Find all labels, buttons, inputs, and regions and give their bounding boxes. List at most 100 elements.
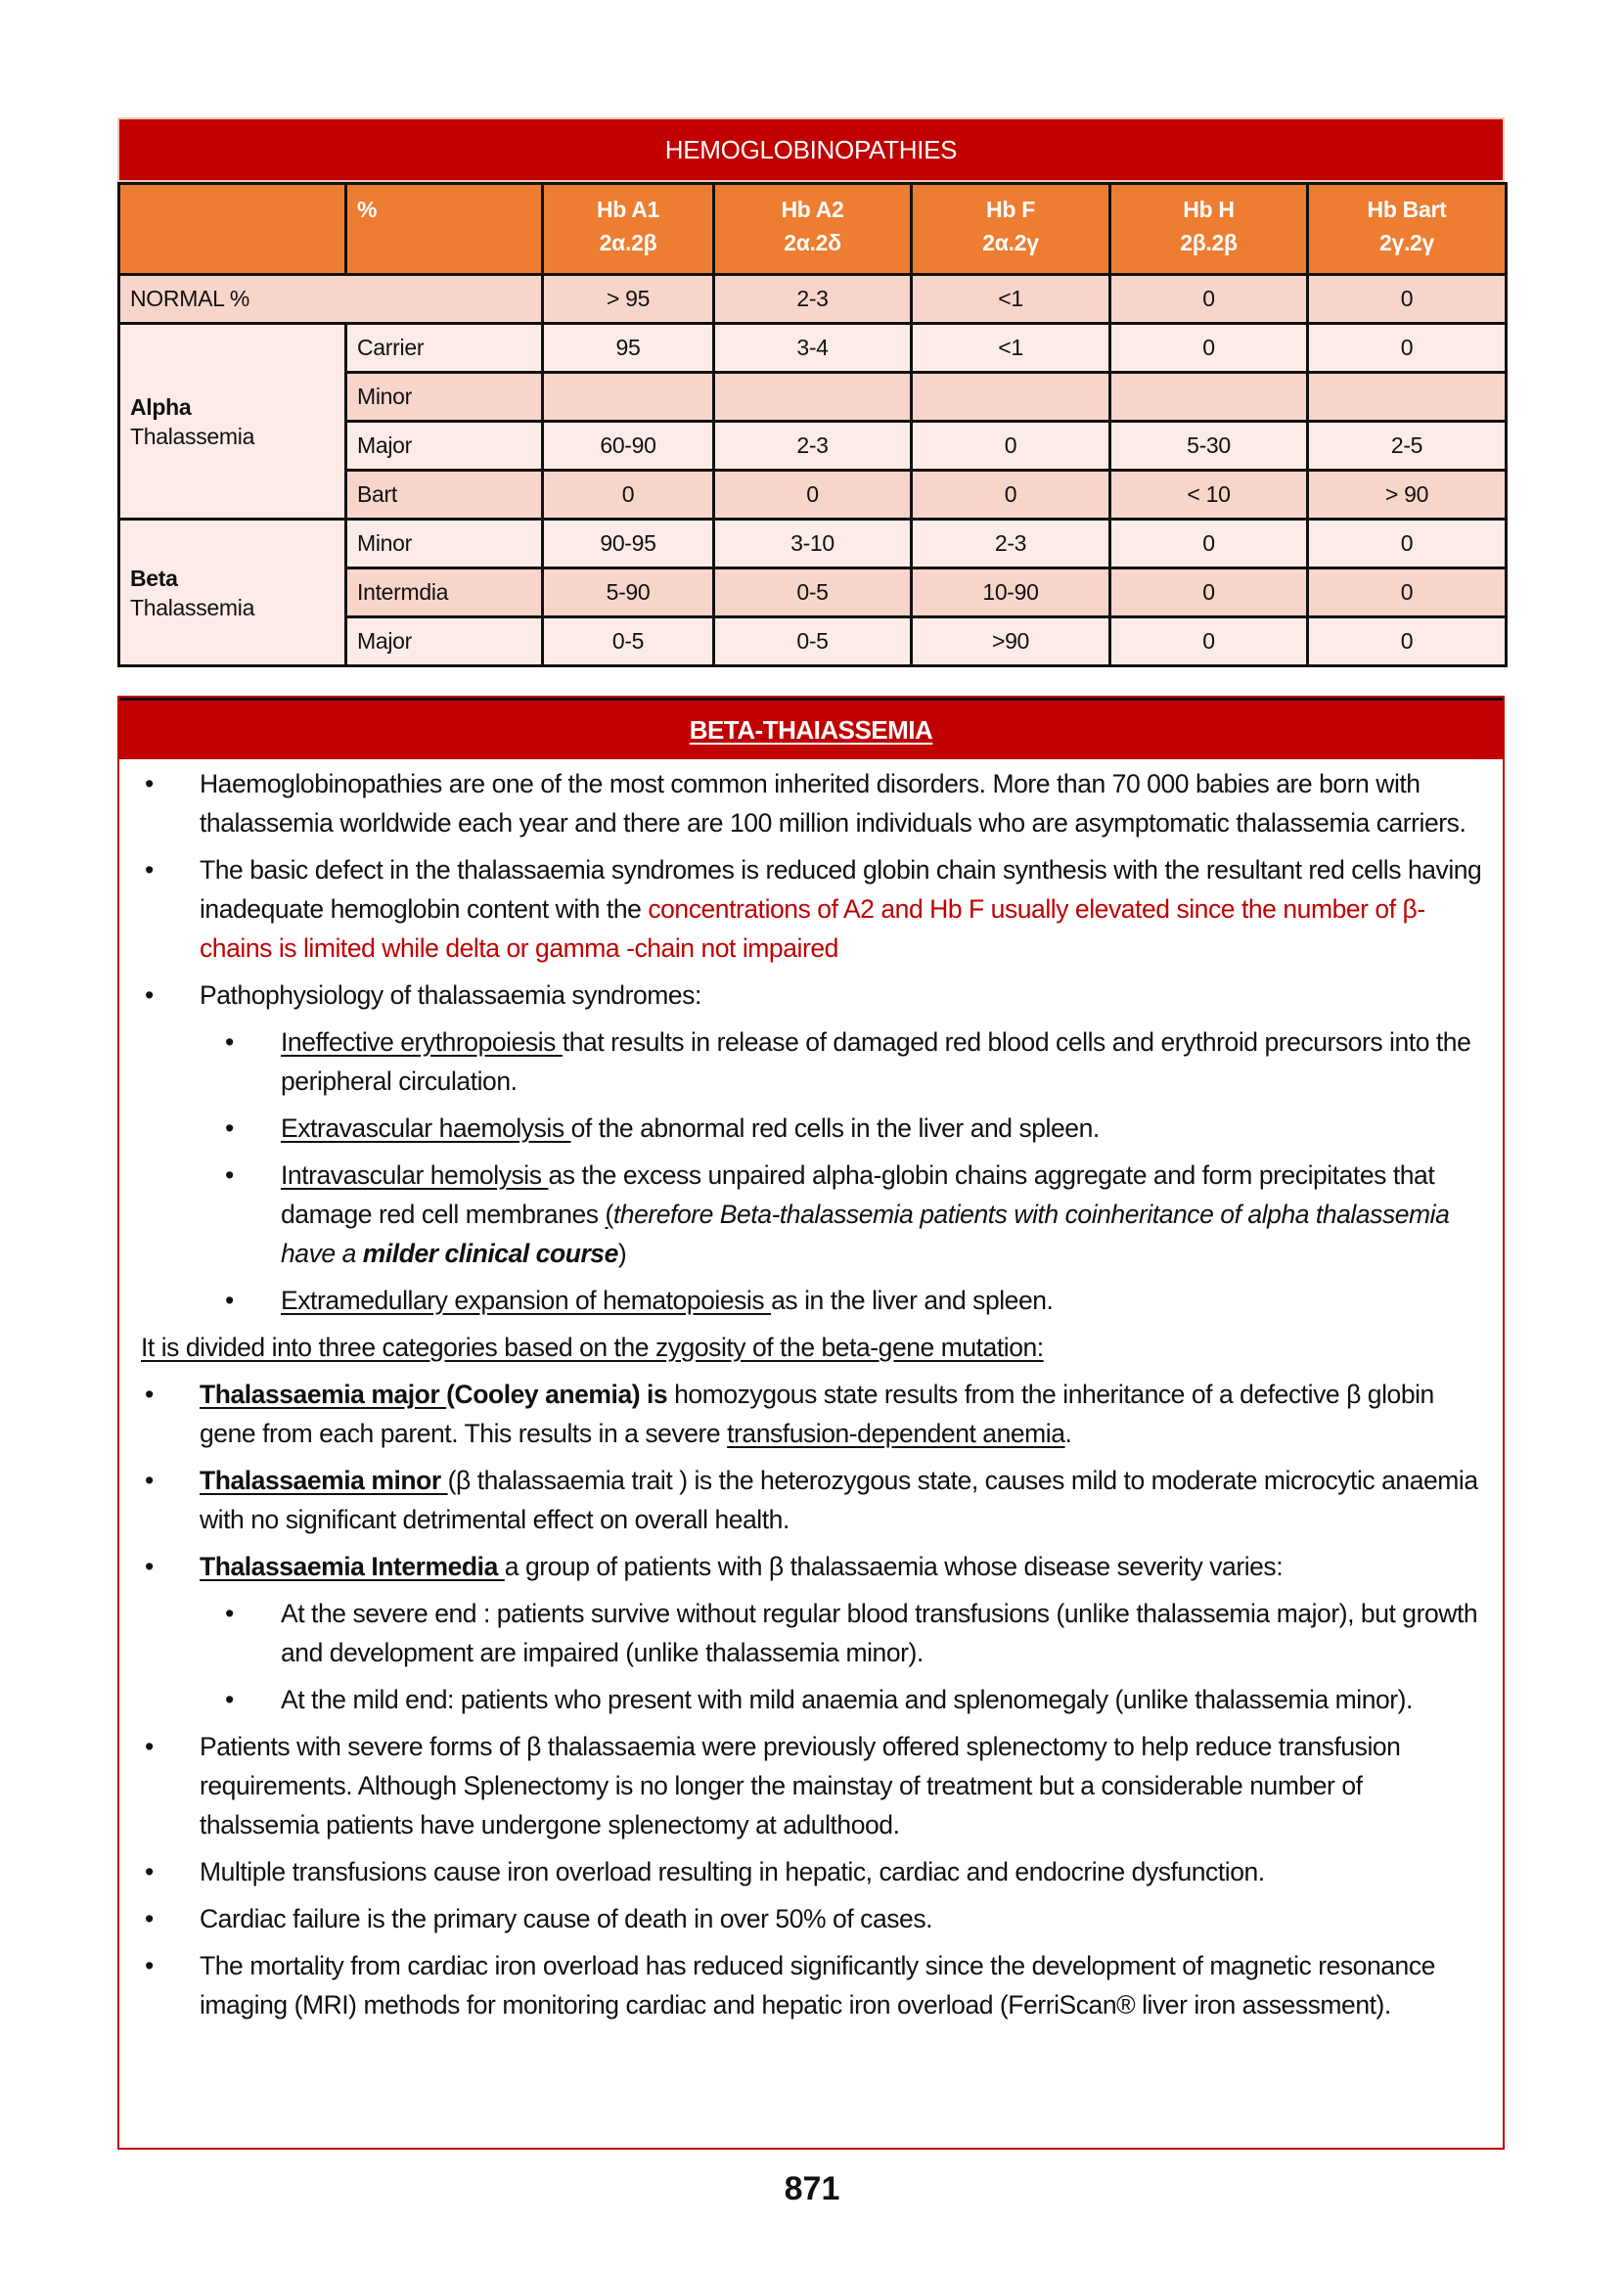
text-run: The basic defect in the thalassaemia syn… [200, 855, 1482, 924]
text-run: The mortality from cardiac iron overload… [200, 1951, 1435, 2020]
group-title: Beta [130, 565, 178, 591]
sub-bullet-item: • Intravascular hemolysis as the excess u… [141, 1156, 1485, 1273]
table-cell: 0 [1306, 322, 1508, 374]
table-cell: 2-3 [910, 518, 1111, 569]
group-subtitle: Thalassemia [130, 594, 255, 620]
table-cell: 0-5 [541, 615, 715, 667]
text-run: that results in release of damaged red b… [281, 1027, 1471, 1096]
table-cell: 0 [1306, 615, 1508, 667]
row-label: Major [344, 420, 544, 472]
table-cell [1108, 371, 1309, 423]
column-chains: 2α.2γ [982, 230, 1039, 255]
bullet-item: • Thalassaemia major (Cooley anemia) is h… [141, 1375, 1485, 1453]
row-label: Intermdia [344, 567, 544, 618]
table-cell: >90 [910, 615, 1111, 667]
table-row: Minor [119, 371, 1508, 423]
text-run: Extramedullary expansion of hematopoiesi… [281, 1286, 772, 1315]
table-cell [712, 371, 913, 423]
text-run: It is divided into three categories base… [141, 1333, 1044, 1362]
bullet-icon: • [225, 1113, 234, 1143]
table-cell: 0 [712, 469, 913, 521]
row-label: Minor [344, 518, 544, 569]
section-subheading: It is divided into three categories base… [141, 1328, 1485, 1367]
table-row: Intermdia 5-90 0-5 10-90 0 0 [119, 567, 1508, 618]
text-run: concentrations of A2 and Hb F usually el… [200, 894, 1425, 963]
bullet-icon: • [225, 1286, 234, 1315]
text-run: homozygous state results from the inheri… [200, 1380, 1434, 1448]
sub-bullet-item: • Ineffective erythropoiesis that results… [141, 1022, 1485, 1101]
bullet-icon: • [145, 1552, 154, 1581]
table-row: Beta Thalassemia Minor 90-95 3-10 2-3 0 0 [117, 518, 1508, 667]
table-cell: > 90 [1306, 469, 1508, 521]
text-run: of the abnormal red cells in the liver a… [570, 1113, 1101, 1143]
table-cell [541, 371, 715, 423]
table-cell: 0 [910, 420, 1111, 472]
table-row: Major 0-5 0-5 >90 0 0 [119, 615, 1508, 667]
bullet-item: • Multiple transfusions cause iron overlo… [141, 1852, 1485, 1891]
column-name: Hb A1 [596, 197, 660, 222]
table-cell: 5-30 [1108, 420, 1309, 472]
sub-bullet-item: • Extravascular haemolysis of the abnorma… [141, 1109, 1485, 1148]
table-cell: 10-90 [910, 567, 1111, 618]
section-body: • Haemoglobinopathies are one of the most… [119, 756, 1503, 2032]
text-run: milder clinical course [362, 1239, 619, 1268]
bullet-icon: • [145, 1857, 154, 1886]
text-run: Ineffective erythropoiesis [281, 1027, 563, 1057]
table-cell: 0 [1108, 273, 1309, 325]
table-cell: 0 [1306, 518, 1508, 569]
text-run: (β thalassaemia trait ) is the heterozyg… [200, 1466, 1478, 1534]
text-run: Patients with severe forms of β thalassa… [200, 1732, 1401, 1839]
table-cell [910, 371, 1111, 423]
table-cell: 0 [1108, 567, 1309, 618]
bullet-icon: • [225, 1685, 234, 1714]
text-run: Cardiac failure is the primary cause of … [200, 1904, 933, 1933]
table-title: HEMOGLOBINOPATHIES [117, 117, 1505, 182]
table-cell: 90-95 [541, 518, 715, 569]
column-chains: 2α.2β [599, 230, 657, 255]
bullet-icon: • [145, 769, 154, 798]
row-label: Minor [344, 371, 544, 423]
section-title: BETA-THAIASSEMIA [689, 714, 933, 745]
bullet-item: • Cardiac failure is the primary cause of… [141, 1899, 1485, 1938]
column-chains: 2β.2β [1180, 230, 1238, 255]
table-row: Alpha Thalassemia Carrier 95 3-4 <1 0 0 [117, 322, 1508, 521]
text-run: (Cooley anemia) is [446, 1380, 668, 1409]
table-cell: 2-3 [712, 273, 913, 325]
table-cell: 0-5 [712, 615, 913, 667]
group-title: Alpha [130, 393, 192, 420]
text-run: Pathophysiology of thalassaemia syndrome… [200, 980, 701, 1010]
text-run: ) [617, 1239, 627, 1268]
table-row: Bart 0 0 0 < 10 > 90 [119, 469, 1508, 521]
row-label: Major [344, 615, 544, 667]
table-cell: 0 [1108, 518, 1309, 569]
bullet-item: • The basic defect in the thalassaemia sy… [141, 850, 1485, 968]
text-run: transfusion-dependent anemia [727, 1419, 1065, 1448]
text-run: Extravascular haemolysis [281, 1113, 571, 1143]
column-header: Hb Bart 2γ.2γ [1306, 182, 1508, 276]
bullet-icon: • [145, 1466, 154, 1495]
column-header: Hb H 2β.2β [1108, 182, 1309, 276]
group-label: Beta Thalassemia [117, 518, 347, 667]
table-cell: 0 [1108, 322, 1309, 374]
bullet-icon: • [145, 1904, 154, 1933]
row-label: NORMAL % [117, 273, 544, 325]
text-run: as in the liver and spleen. [771, 1286, 1054, 1315]
bullet-item: • The mortality from cardiac iron overloa… [141, 1946, 1485, 2024]
table-cell: 0 [1108, 615, 1309, 667]
text-run: as the excess unpaired alpha-globin chai… [281, 1160, 1435, 1229]
text-run: ( [605, 1200, 614, 1229]
table-cell: 0 [910, 469, 1111, 521]
text-run: At the severe end : patients survive wit… [281, 1599, 1478, 1667]
column-chains: 2α.2δ [784, 230, 841, 255]
text-run: Thalassaemia major [200, 1380, 447, 1409]
table-cell: 0 [541, 469, 715, 521]
text-run: At the mild end: patients who present wi… [281, 1685, 1413, 1714]
bullet-item: • Patients with severe forms of β thalass… [141, 1727, 1485, 1844]
column-name: Hb Bart [1367, 197, 1447, 222]
page-number: 871 [784, 2170, 840, 2207]
table-cell: > 95 [541, 273, 715, 325]
section-title-bar: BETA-THAIASSEMIA [119, 698, 1503, 759]
column-header: Hb F 2α.2γ [910, 182, 1111, 276]
table-cell: <1 [910, 322, 1111, 374]
row-label: Carrier [344, 322, 544, 374]
